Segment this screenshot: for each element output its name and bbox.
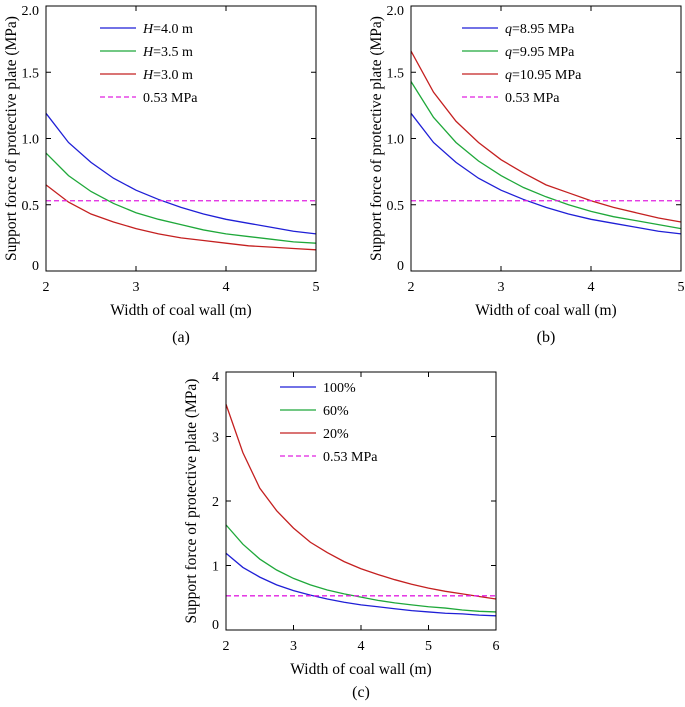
x-axis-label: Width of coal wall (m): [475, 302, 616, 319]
y-tick-label: 4: [212, 370, 219, 385]
series-line-0: [225, 552, 497, 617]
series-line-2: [225, 404, 497, 600]
y-tick-label: 1.0: [22, 133, 40, 148]
legend-label: q=8.95 MPa: [505, 22, 575, 37]
panel-label: (b): [537, 329, 556, 346]
series-line-1: [45, 152, 317, 244]
y-tick-label: 0.5: [387, 199, 405, 214]
x-tick-label: 5: [425, 639, 432, 654]
legend-label: H=4.0 m: [142, 22, 193, 37]
legend-label: 100%: [323, 381, 356, 396]
legend-label-text: 0.53 MPa: [143, 91, 198, 106]
y-axis-label: Support force of protective plate (MPa): [3, 16, 20, 261]
x-tick-label: 6: [493, 639, 500, 654]
y-tick-label: 1.5: [387, 66, 405, 81]
legend-label: q=9.95 MPa: [505, 45, 575, 60]
legend-label: 60%: [323, 404, 349, 419]
legend-label-text: 20%: [323, 427, 349, 442]
plot-frame: [45, 5, 317, 272]
legend-label-variable: H: [142, 22, 154, 37]
series-line-2: [410, 50, 682, 223]
x-tick-label: 2: [408, 280, 415, 295]
legend-label-text: =10.95 MPa: [512, 68, 582, 83]
legend-label: H=3.0 m: [142, 68, 193, 83]
panel-label: (c): [352, 684, 370, 701]
y-tick-label: 2.0: [387, 4, 405, 19]
chart-panel-c: 2 3 4 5 6 0 1 2 3 4 100% 60% 20% 0.53 MPa Width of coa…: [183, 370, 500, 701]
legend-label-variable: q: [505, 68, 512, 83]
plot-frame: [410, 5, 682, 272]
x-tick-label: 2: [43, 280, 50, 295]
legend: 100% 60% 20% 0.53 MPa: [280, 381, 378, 465]
series-line-1: [410, 81, 682, 230]
legend: H=4.0 mH=3.5 mH=3.0 m0.53 MPa: [100, 22, 198, 106]
legend-label-text: =9.95 MPa: [512, 45, 575, 60]
y-tick-label: 2: [212, 495, 219, 510]
x-tick-label: 5: [678, 280, 685, 295]
legend-label-text: =3.5 m: [153, 45, 193, 60]
y-tick-label: 0: [397, 259, 404, 274]
legend-label-text: =4.0 m: [153, 22, 193, 37]
y-axis-label: Support force of protective plate (MPa): [183, 379, 200, 624]
legend-label: 0.53 MPa: [323, 450, 378, 465]
y-tick-label: 1: [212, 560, 219, 575]
y-axis-label: Support force of protective plate (MPa): [368, 16, 385, 261]
y-tick-label: 0: [32, 259, 39, 274]
series-line-1: [225, 524, 497, 613]
plot-frame: [225, 371, 497, 631]
legend-label: 0.53 MPa: [143, 91, 198, 106]
x-axis-label: Width of coal wall (m): [290, 661, 431, 678]
legend-label-variable: H: [142, 68, 154, 83]
legend-label: q=10.95 MPa: [505, 68, 582, 83]
series-line-2: [45, 184, 317, 251]
chart-panel-a: 2 3 4 500.51.01.52.0H=4.0 mH=3.5 mH=3.0 m0.…: [3, 4, 320, 346]
x-axis-label: Width of coal wall (m): [110, 302, 251, 319]
legend-label-text: 100%: [323, 381, 356, 396]
legend-label-text: =3.0 m: [153, 68, 193, 83]
legend-label-variable: H: [142, 45, 154, 60]
y-tick-label: 0: [212, 618, 219, 633]
y-tick-label: 1.5: [22, 66, 40, 81]
x-tick-label: 4: [223, 280, 230, 295]
legend-label: 20%: [323, 427, 349, 442]
panel-label: (a): [172, 329, 190, 346]
legend-label: H=3.5 m: [142, 45, 193, 60]
series-line-0: [45, 112, 317, 235]
legend-label-variable: q: [505, 45, 512, 60]
y-tick-label: 0.5: [22, 199, 40, 214]
series-line-0: [410, 112, 682, 235]
legend-label-text: 60%: [323, 404, 349, 419]
legend-label-text: 0.53 MPa: [323, 450, 378, 465]
legend-label-text: 0.53 MPa: [505, 91, 560, 106]
x-tick-label: 2: [223, 639, 230, 654]
x-tick-label: 4: [588, 280, 595, 295]
x-tick-label: 5: [313, 280, 320, 295]
x-tick-label: 3: [290, 639, 297, 654]
x-tick-label: 3: [133, 280, 140, 295]
legend-label-variable: q: [505, 22, 512, 37]
y-tick-label: 1.0: [387, 133, 405, 148]
legend-label: 0.53 MPa: [505, 91, 560, 106]
legend-label-text: =8.95 MPa: [512, 22, 575, 37]
x-tick-label: 4: [358, 639, 365, 654]
y-tick-label: 2.0: [22, 4, 40, 19]
y-tick-label: 3: [212, 431, 219, 446]
x-tick-label: 3: [498, 280, 505, 295]
